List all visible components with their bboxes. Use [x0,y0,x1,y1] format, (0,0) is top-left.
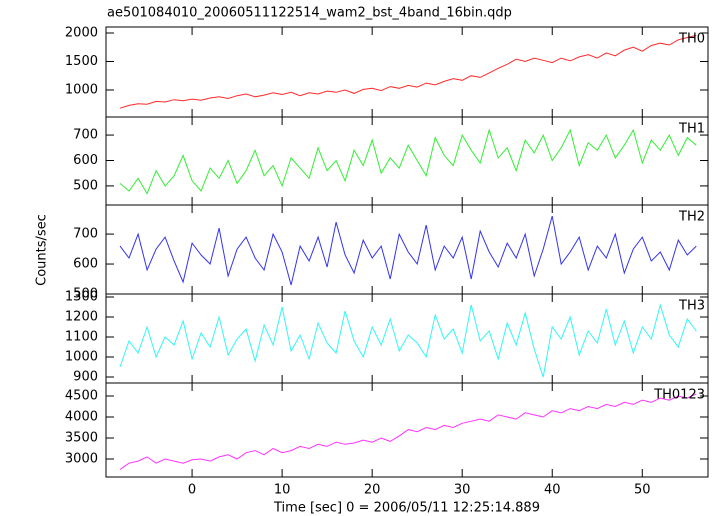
panel-frame [105,116,709,206]
data-line [119,128,697,195]
x-axis-label: Time [sec] 0 = 2006/05/11 12:25:14.889 [273,501,540,516]
data-line [119,215,697,286]
y-tick-label: 600 [73,257,98,272]
y-tick-label: 900 [73,370,98,385]
y-tick-label: 4000 [65,410,98,425]
legend-label: TH2 [678,210,705,225]
y-tick-label: 1300 [65,290,98,305]
y-tick-label: 3500 [65,430,98,445]
y-tick-label: 3000 [65,451,98,466]
panel-frame [105,26,709,118]
x-tick-label: 40 [544,483,561,498]
x-tick-label: 0 [188,483,196,498]
legend-label: TH3 [678,299,705,314]
panel-frame [105,382,709,478]
chart-title: ae501084010_20060511122514_wam2_bst_4ban… [107,6,512,21]
y-tick-label: 1500 [65,54,98,69]
legend-label: TH1 [678,122,705,137]
x-tick-label: 20 [364,483,381,498]
x-tick-label: 30 [454,483,471,498]
y-tick-label: 500 [73,287,98,302]
x-tick-label: 10 [274,483,291,498]
data-line [119,393,697,470]
y-tick-label: 700 [73,128,98,143]
y-tick-label: 600 [73,153,98,168]
legend-label: TH0123 [653,388,705,403]
y-tick-label: 1000 [65,350,98,365]
y-tick-label: 2000 [65,25,98,40]
x-tick-label: 50 [634,483,651,498]
legend-label: TH0 [678,32,705,47]
y-axis-label: Counts/sec [35,214,50,286]
data-line [119,34,697,109]
data-line [119,303,697,378]
y-tick-label: 1200 [65,310,98,325]
y-tick-label: 4500 [65,389,98,404]
y-tick-label: 700 [73,227,98,242]
y-tick-label: 1100 [65,330,98,345]
y-tick-label: 500 [73,178,98,193]
y-tick-label: 1000 [65,82,98,97]
